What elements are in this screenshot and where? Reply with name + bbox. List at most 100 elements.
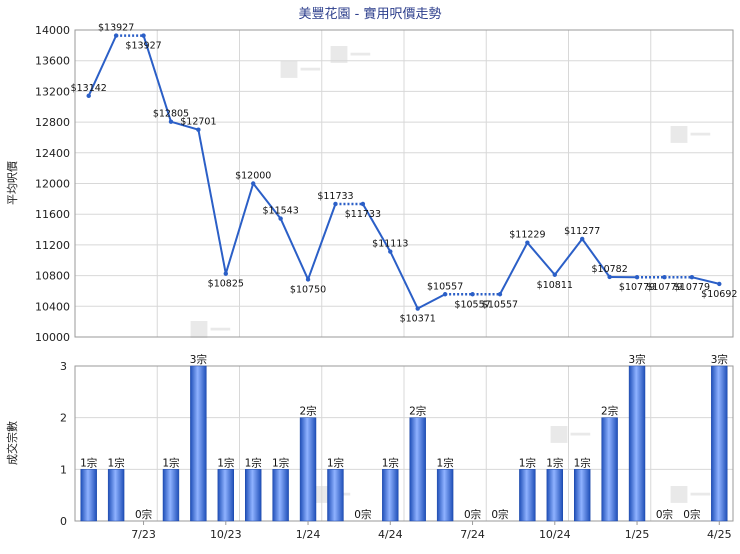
price-data-label: $10692 xyxy=(701,289,737,300)
price-point xyxy=(470,292,474,296)
price-point xyxy=(224,271,228,275)
count-bar xyxy=(437,469,453,521)
price-point xyxy=(169,120,173,124)
count-bar-label: 3宗 xyxy=(628,353,645,366)
count-bar-label: 3宗 xyxy=(711,353,728,366)
count-bar-label: 0宗 xyxy=(491,508,508,521)
price-data-label: $11229 xyxy=(509,230,545,241)
x-tick-label: 4/24 xyxy=(378,528,403,541)
count-bar-label: 1宗 xyxy=(437,456,454,469)
price-data-label: $10557 xyxy=(427,281,463,292)
price-point xyxy=(635,275,639,279)
count-bar-label: 3宗 xyxy=(190,353,207,366)
count-bar xyxy=(218,469,234,521)
count-bar-label: 1宗 xyxy=(217,456,234,469)
count-bar xyxy=(410,418,426,521)
top-y-tick-labels: 1000010400108001120011600120001240012800… xyxy=(35,24,70,344)
count-bar xyxy=(108,469,124,521)
x-tick-label: 7/23 xyxy=(131,528,156,541)
top-y-tick-label: 14000 xyxy=(35,24,70,37)
price-point xyxy=(416,306,420,310)
price-point xyxy=(607,275,611,279)
top-y-tick-label: 12000 xyxy=(35,178,70,191)
chart-title: 美豐花園 - 實用呎價走勢 xyxy=(299,6,442,22)
price-point xyxy=(388,249,392,253)
bottom-y-tick-label: 0 xyxy=(60,515,67,528)
price-line-segment xyxy=(198,130,225,274)
price-point xyxy=(196,127,200,131)
count-bar-label: 1宗 xyxy=(80,456,97,469)
watermark-mark: ■— xyxy=(669,481,712,506)
count-bar-label: 0宗 xyxy=(464,508,481,521)
price-data-label: $12701 xyxy=(180,117,216,128)
count-bar-label: 1宗 xyxy=(162,456,179,469)
count-bar xyxy=(190,366,206,521)
count-bar xyxy=(245,469,261,521)
count-bar-label: 1宗 xyxy=(272,456,289,469)
price-data-label: $11277 xyxy=(564,226,600,237)
top-y-tick-label: 11600 xyxy=(35,208,70,221)
count-bar xyxy=(163,469,179,521)
count-bar xyxy=(300,418,316,521)
count-bar xyxy=(629,366,645,521)
count-bar xyxy=(328,469,344,521)
price-data-label: $10557 xyxy=(482,299,518,310)
price-point xyxy=(114,33,118,37)
count-bar-label: 1宗 xyxy=(519,456,536,469)
count-bar-label: 2宗 xyxy=(409,405,426,418)
x-tick-label: 10/24 xyxy=(539,528,571,541)
count-bar xyxy=(81,469,97,521)
count-bar xyxy=(711,366,727,521)
price-point xyxy=(690,275,694,279)
count-bar-label: 1宗 xyxy=(574,456,591,469)
price-data-label: $13927 xyxy=(125,41,161,52)
count-bar xyxy=(519,469,535,521)
watermark-mark: ■— xyxy=(279,56,322,81)
bottom-y-axis-label: 成交宗數 xyxy=(5,421,19,465)
x-tick-label: 4/25 xyxy=(707,528,732,541)
top-y-tick-label: 10800 xyxy=(35,270,70,283)
price-point xyxy=(662,275,666,279)
top-y-tick-label: 13200 xyxy=(35,85,70,98)
price-line-segment xyxy=(527,243,554,275)
price-data-label: $11733 xyxy=(345,209,381,220)
price-point xyxy=(361,202,365,206)
x-tick-label: 1/24 xyxy=(296,528,321,541)
price-point xyxy=(717,282,721,286)
count-bar-label: 1宗 xyxy=(382,456,399,469)
count-bar xyxy=(273,469,289,521)
count-bar-label: 1宗 xyxy=(546,456,563,469)
price-data-label: $11733 xyxy=(317,191,353,202)
count-bar-label: 0宗 xyxy=(656,508,673,521)
bottom-y-tick-label: 2 xyxy=(60,412,67,425)
top-y-tick-label: 12400 xyxy=(35,147,70,160)
count-bar-label: 1宗 xyxy=(245,456,262,469)
count-bar xyxy=(574,469,590,521)
price-data-label: $11113 xyxy=(372,239,408,250)
price-point xyxy=(141,33,145,37)
top-y-tick-label: 10000 xyxy=(35,331,70,344)
count-bar-label: 2宗 xyxy=(601,405,618,418)
price-point xyxy=(498,292,502,296)
count-bar xyxy=(602,418,618,521)
price-data-label: $10371 xyxy=(400,314,436,325)
price-point xyxy=(553,273,557,277)
count-bar xyxy=(382,469,398,521)
watermark-mark: ■— xyxy=(669,121,712,146)
price-point xyxy=(306,277,310,281)
price-data-label: $10825 xyxy=(208,279,244,290)
price-point xyxy=(278,216,282,220)
count-bar-label: 0宗 xyxy=(683,508,700,521)
top-y-tick-label: 13600 xyxy=(35,55,70,68)
price-data-label: $10811 xyxy=(537,280,573,291)
price-point xyxy=(87,94,91,98)
count-bar-label: 1宗 xyxy=(108,456,125,469)
price-point xyxy=(580,237,584,241)
price-data-label: $13927 xyxy=(98,23,134,34)
price-point xyxy=(251,181,255,185)
price-point xyxy=(525,240,529,244)
